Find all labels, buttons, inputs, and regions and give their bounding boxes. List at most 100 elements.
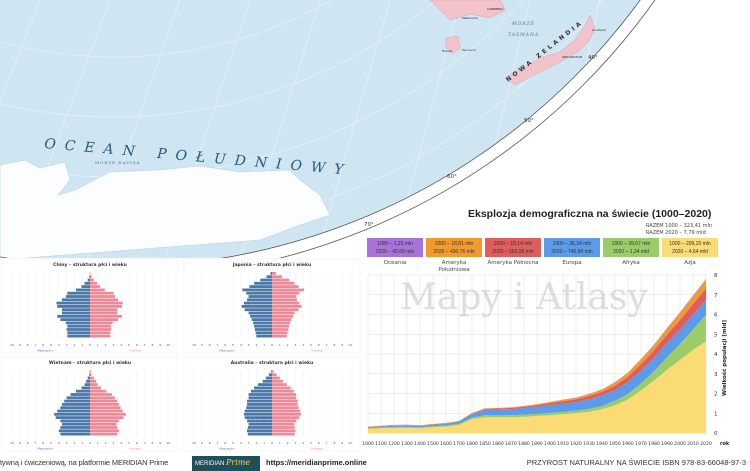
pyramid-tick: 3 — [66, 343, 68, 347]
male-bar — [70, 393, 90, 396]
city-label: Hobart — [442, 49, 453, 53]
male-bar — [61, 308, 90, 312]
male-bar — [268, 373, 272, 377]
legend-value: 1000 – 209,20 mln — [669, 241, 711, 247]
female-bar — [90, 416, 124, 419]
male-bar — [67, 331, 90, 335]
x-tick-label: 1950 — [609, 441, 621, 447]
female-bar — [272, 331, 288, 335]
latitude-label: 40° — [588, 55, 598, 61]
pyramid-tick: 10 — [166, 343, 170, 347]
x-tick-label: 1980 — [648, 441, 660, 447]
city-label: WELLINGTON — [562, 55, 582, 59]
city-label: Melbourne — [462, 16, 478, 20]
pyramid-tick: 4 — [240, 343, 242, 347]
male-label: Mężczyźni — [37, 447, 52, 451]
male-bar — [247, 429, 272, 433]
pyramid-tick: 8 — [209, 343, 211, 347]
x-tick-label: 1970 — [635, 441, 647, 447]
female-bar — [272, 409, 301, 413]
pyramid-tick: 7 — [216, 441, 218, 445]
x-tick-label: 1850 — [479, 441, 491, 447]
male-bar — [254, 324, 272, 328]
male-bar — [55, 416, 90, 419]
pyramid-tick: 5 — [310, 441, 312, 445]
female-bar — [90, 301, 123, 305]
female-bar — [272, 308, 299, 312]
pyramid-tick: 3 — [112, 343, 114, 347]
female-bar — [90, 379, 97, 383]
x-tick-label: 1910 — [557, 441, 569, 447]
meridian-logo[interactable]: MERIDIAN Prime — [192, 456, 260, 471]
female-bar — [90, 318, 119, 321]
legend-name: Ameryka Południowa — [438, 260, 470, 273]
graticule-circle — [0, 0, 616, 118]
male-label: Mężczyźni — [219, 349, 234, 353]
legend-value: 2020 – 4,64 mld — [672, 249, 708, 255]
female-bar — [90, 389, 107, 393]
male-bar — [57, 305, 90, 308]
male-bar — [254, 386, 272, 390]
pyramid-tick: 8 — [333, 441, 335, 445]
female-bar — [272, 298, 297, 302]
male-bar — [250, 389, 272, 393]
meridian-url-link[interactable]: https://meridianprime.online — [266, 458, 367, 467]
male-bar — [243, 301, 272, 305]
female-bar — [90, 275, 92, 279]
pyramid-tick: 0 — [89, 343, 91, 347]
female-bar — [272, 389, 294, 393]
pyramid-tick: 5 — [128, 343, 130, 347]
pyramid-tick: 4 — [302, 343, 304, 347]
pyramid-tick: 0 — [271, 343, 273, 347]
male-label: Mężczyźni — [219, 447, 234, 451]
pyramid-tick: 1 — [81, 343, 83, 347]
male-bar — [249, 285, 272, 288]
male-bar — [271, 370, 272, 373]
x-tick-label: 1200 — [388, 441, 400, 447]
female-bar — [272, 419, 297, 423]
area-azja — [368, 341, 706, 433]
male-bar — [66, 328, 90, 331]
female-bar — [90, 281, 98, 285]
female-bar — [272, 379, 283, 383]
x-tick-label: 2000 — [674, 441, 686, 447]
x-tick-label: 1400 — [414, 441, 426, 447]
legend-name: Ameryka Północna — [487, 260, 539, 266]
x-tick-label: 1920 — [570, 441, 582, 447]
pyramid-tick: 9 — [201, 441, 203, 445]
female-bar — [90, 331, 111, 335]
pyramid-tick: 6 — [318, 441, 320, 445]
male-bar — [57, 409, 90, 413]
pyramid-tick: 8 — [27, 343, 29, 347]
pyramid-tick: 1 — [263, 441, 265, 445]
new-zealand-land — [504, 14, 596, 86]
female-bar — [272, 301, 300, 305]
female-bar — [272, 275, 283, 279]
pyramid-tick: 7 — [34, 343, 36, 347]
male-bar — [56, 301, 90, 305]
male-label: Mężczyźni — [37, 349, 52, 353]
male-bar — [54, 412, 90, 416]
female-bar — [272, 429, 296, 433]
male-bar — [66, 396, 90, 400]
female-bar — [90, 308, 118, 312]
pyramid-tick: 10 — [348, 343, 352, 347]
logo-accent: Prime — [226, 458, 251, 467]
pyramid-tick: 7 — [144, 343, 146, 347]
x-tick-label: 1600 — [440, 441, 452, 447]
female-label: Kobiety — [129, 447, 140, 451]
male-bar — [254, 281, 272, 285]
watermark: Mapy i Atlasy — [400, 277, 648, 318]
legend-value: 1000 – 1,25 mln — [377, 241, 413, 247]
female-bar — [90, 305, 122, 308]
female-bar — [272, 383, 287, 386]
pyramid-tick: 4 — [120, 441, 122, 445]
legend-swatch: 1000 – 39,67 mln 2020 – 1,34 mld — [603, 238, 659, 257]
male-bar — [247, 298, 272, 302]
pyramid-tick: 6 — [42, 441, 44, 445]
pyramid-tick: 0 — [271, 441, 273, 445]
female-bar — [272, 281, 295, 285]
female-bar — [272, 373, 277, 377]
city-label: Auckland — [592, 28, 606, 32]
female-bar — [272, 272, 276, 275]
